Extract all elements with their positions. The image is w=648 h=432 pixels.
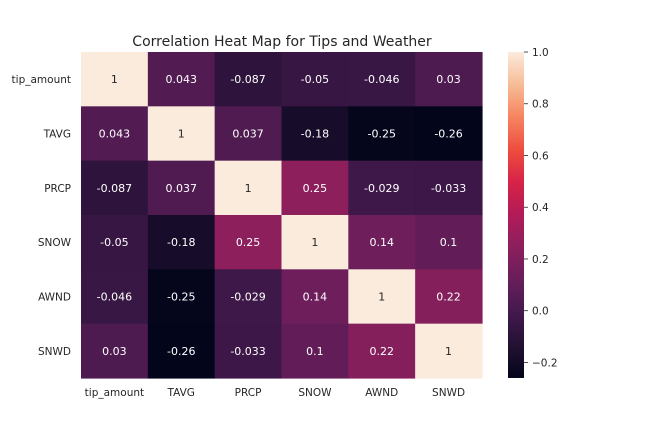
chart-title: Correlation Heat Map for Tips and Weathe… [132, 34, 432, 50]
heatmap-cells: 1 0.043 -0.087 -0.05 -0.046 0.03 0.043 1 0.037 -0… [81, 52, 483, 379]
x-tick-label: SNWD [432, 387, 465, 399]
heatmap-cell-label: 0.14 [369, 236, 394, 249]
heatmap-cell-label: -0.05 [301, 73, 329, 86]
heatmap-cell-label: -0.029 [364, 182, 399, 195]
heatmap-cell-label: 0.037 [165, 182, 197, 195]
heatmap-cell-label: -0.029 [230, 290, 265, 303]
heatmap-cell-label: 0.1 [440, 236, 458, 249]
heatmap-cell [281, 106, 349, 162]
heatmap-cell-label: 0.03 [436, 73, 461, 86]
heatmap-cell-label: 0.14 [303, 290, 328, 303]
heatmap-cell [415, 214, 483, 270]
heatmap-cell-label: 1 [445, 345, 452, 358]
heatmap-cell [147, 269, 216, 325]
y-axis-tick-labels: tip_amount TAVG PRCP SNOW AWND SNWD [12, 74, 72, 358]
heatmap-cell [147, 160, 216, 216]
heatmap-cell-label: 0.1 [306, 345, 324, 358]
x-tick-label: SNOW [298, 387, 332, 399]
heatmap-cell-label: -0.26 [434, 128, 462, 141]
heatmap-cell [348, 160, 416, 216]
heatmap-cell [281, 269, 349, 325]
heatmap-cell [214, 269, 283, 325]
heatmap-cell [81, 269, 149, 325]
heatmap-cell [348, 323, 416, 379]
y-tick-label: PRCP [44, 183, 71, 195]
heatmap-cell-label: 0.043 [99, 128, 131, 141]
heatmap-cell-label: -0.18 [167, 236, 195, 249]
heatmap-cell [81, 160, 149, 216]
heatmap-cell-label: 1 [245, 182, 252, 195]
heatmap-cell-label: 0.037 [232, 128, 264, 141]
heatmap-cell [415, 160, 483, 216]
heatmap-cell [147, 214, 216, 270]
heatmap-cell-label: 0.22 [436, 290, 461, 303]
heatmap-cell-label: -0.033 [431, 182, 466, 195]
heatmap-cell-label: -0.05 [100, 236, 128, 249]
heatmap-cell [415, 106, 483, 162]
x-axis-tick-labels: tip_amount TAVG PRCP SNOW AWND SNWD [85, 387, 465, 399]
colorbar-tick-label: 1.0 [532, 47, 549, 59]
heatmap-cell [348, 269, 416, 325]
heatmap-cell-label: 1 [378, 290, 385, 303]
heatmap-cell [415, 269, 483, 325]
heatmap-cell-label: 1 [178, 128, 185, 141]
heatmap-cell-label: 0.043 [165, 73, 197, 86]
x-tick-label: PRCP [235, 387, 262, 399]
colorbar-tick-label: 0.6 [532, 150, 549, 162]
heatmap-cell-label: 0.25 [303, 182, 328, 195]
x-tick-label: AWND [365, 387, 398, 399]
heatmap-cell-label: -0.046 [97, 290, 132, 303]
heatmap-cell-label: 0.03 [102, 345, 127, 358]
heatmap-cell [281, 160, 349, 216]
heatmap-cell [348, 214, 416, 270]
heatmap-cell-label: -0.18 [301, 128, 329, 141]
heatmap-cell-label: 1 [311, 236, 318, 249]
y-tick-label: TAVG [43, 129, 71, 141]
heatmap-cell [214, 214, 283, 270]
heatmap-cell [147, 52, 216, 107]
heatmap-cell [281, 214, 349, 270]
heatmap-cell [147, 323, 216, 379]
colorbar-gradient [508, 52, 524, 378]
y-tick-label: tip_amount [12, 74, 71, 86]
heatmap-cell [81, 323, 149, 379]
heatmap-cell [214, 323, 283, 379]
heatmap-cell-label: -0.087 [97, 182, 132, 195]
colorbar-tick-label: 0.8 [532, 99, 549, 111]
heatmap-cell-label: -0.26 [167, 345, 195, 358]
heatmap-cell [81, 214, 149, 270]
heatmap-cell [415, 52, 483, 107]
heatmap-cell-label: -0.087 [230, 73, 265, 86]
colorbar: −0.2 0.0 0.2 0.4 0.6 0.8 1.0 [508, 47, 558, 378]
heatmap-cell-label: -0.25 [167, 290, 195, 303]
heatmap-cell [348, 106, 416, 162]
heatmap-cell [81, 106, 149, 162]
colorbar-tick-label: 0.4 [532, 202, 549, 214]
colorbar-tick-label: 0.2 [532, 254, 549, 266]
heatmap-cell-label: -0.033 [230, 345, 265, 358]
colorbar-tick-label: 0.0 [532, 306, 549, 318]
heatmap-cell [281, 52, 349, 107]
heatmap-cell [415, 323, 483, 379]
heatmap-cell [348, 52, 416, 107]
heatmap-cell [214, 52, 283, 107]
heatmap-cell-label: 1 [111, 73, 118, 86]
heatmap-cell-label: -0.25 [368, 128, 396, 141]
y-tick-label: AWND [38, 291, 71, 303]
heatmap-cell-label: 0.25 [236, 236, 261, 249]
x-tick-label: tip_amount [85, 387, 144, 399]
y-tick-label: SNOW [38, 237, 72, 249]
heatmap-cell [81, 52, 149, 107]
heatmap-cell-label: -0.046 [364, 73, 399, 86]
x-tick-label: TAVG [167, 387, 195, 399]
heatmap-cell [214, 160, 283, 216]
heatmap-cell-label: 0.22 [369, 345, 394, 358]
colorbar-tick-label: −0.2 [532, 357, 558, 369]
heatmap-cell [147, 106, 216, 162]
heatmap-cell [281, 323, 349, 379]
heatmap-cell [214, 106, 283, 162]
y-tick-label: SNWD [38, 346, 71, 358]
